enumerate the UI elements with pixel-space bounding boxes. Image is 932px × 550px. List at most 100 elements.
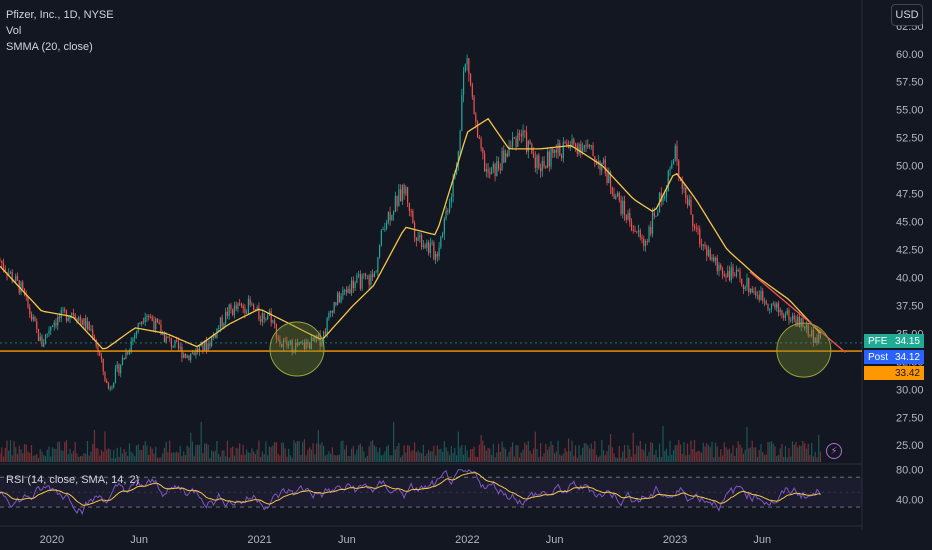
candle-body xyxy=(265,318,267,320)
volume-bar xyxy=(149,446,152,462)
candle-body xyxy=(286,341,288,346)
rsi-tick-label: 40.00 xyxy=(896,495,924,507)
volume-bar xyxy=(513,456,515,462)
volume-bar xyxy=(741,447,743,462)
candle-body xyxy=(707,249,710,256)
candle-body xyxy=(361,274,363,289)
candle-body xyxy=(630,222,633,231)
candle-body xyxy=(504,153,507,163)
volume-bar xyxy=(102,451,104,462)
volume-bar xyxy=(627,444,629,462)
candle-body xyxy=(377,257,379,272)
candle-body xyxy=(811,329,813,336)
volume-bar xyxy=(121,453,124,462)
candle-body xyxy=(574,143,577,146)
candle-body xyxy=(790,320,792,321)
candle-body xyxy=(578,143,580,154)
candle-body xyxy=(114,368,117,383)
pfe-badge-label: PFE xyxy=(868,335,888,347)
volume-bar xyxy=(688,454,690,462)
volume-label: Vol xyxy=(6,25,22,37)
candle-body xyxy=(310,337,312,350)
volume-bar xyxy=(58,441,61,462)
candle-body xyxy=(125,352,127,359)
volume-bar xyxy=(239,443,241,462)
volume-bar xyxy=(469,449,472,462)
candle-body xyxy=(41,336,43,347)
volume-bar xyxy=(436,445,438,462)
candle-body xyxy=(51,326,54,328)
volume-bar xyxy=(338,454,340,462)
currency-button[interactable]: USD xyxy=(891,4,923,26)
candle-body xyxy=(8,273,10,276)
candle-body xyxy=(541,160,543,172)
price-tick-label: 27.50 xyxy=(896,412,924,424)
candle-body xyxy=(174,340,176,347)
volume-bar xyxy=(123,449,125,462)
candle-body xyxy=(247,299,250,314)
volume-bar xyxy=(599,455,601,462)
lightning-icon[interactable]: ⚡ xyxy=(826,443,842,459)
volume-bar xyxy=(351,448,353,462)
candle-body xyxy=(191,352,194,354)
candle-body xyxy=(225,311,227,324)
volume-bar xyxy=(508,451,510,462)
candle-body xyxy=(251,304,253,306)
highlight-circle xyxy=(269,321,325,377)
candle-body xyxy=(305,341,307,349)
candle-body xyxy=(602,159,605,163)
volume-bar xyxy=(648,451,650,462)
volume-bar xyxy=(226,440,229,462)
candle-body xyxy=(405,187,407,194)
volume-bar xyxy=(482,440,484,462)
candle-body xyxy=(398,189,400,207)
candle-body xyxy=(134,334,136,339)
candle-body xyxy=(391,214,393,221)
candle-body xyxy=(508,146,510,157)
candle-body xyxy=(11,272,13,282)
volume-bar xyxy=(233,455,236,462)
volume-bar xyxy=(190,432,192,462)
volume-bar xyxy=(434,455,437,462)
candle-body xyxy=(753,291,755,293)
candle-body xyxy=(184,353,187,358)
candle-body xyxy=(36,321,38,329)
candle-body xyxy=(228,304,230,316)
volume-bar xyxy=(358,445,360,462)
volume-bar xyxy=(574,445,577,462)
volume-bar xyxy=(356,449,358,462)
volume-bar xyxy=(721,455,724,462)
candle-body xyxy=(445,210,447,219)
volume-bar xyxy=(352,446,354,462)
candle-body xyxy=(616,192,619,197)
rsi-tick-label: 80.00 xyxy=(896,465,924,477)
candle-body xyxy=(172,346,174,348)
candle-body xyxy=(165,336,167,343)
volume-bar xyxy=(587,445,589,462)
volume-bar xyxy=(389,455,391,462)
volume-bar xyxy=(387,445,389,462)
candle-body xyxy=(727,270,729,277)
volume-bar xyxy=(466,450,468,462)
volume-bar xyxy=(191,441,194,462)
smma-line xyxy=(0,117,821,350)
candle-body xyxy=(328,312,330,319)
candle-body xyxy=(427,242,430,254)
volume-bar xyxy=(323,446,325,462)
price-tick-label: 52.50 xyxy=(896,133,924,145)
candle-body xyxy=(197,348,199,352)
candle-body xyxy=(665,190,668,197)
volume-bar xyxy=(816,457,818,462)
volume-bar xyxy=(763,454,766,462)
candle-body xyxy=(713,257,715,261)
candle-body xyxy=(188,355,190,361)
volume-bar xyxy=(302,442,304,462)
candle-body xyxy=(732,267,734,276)
volume-bar xyxy=(67,454,69,462)
volume-bar xyxy=(354,454,356,462)
volume-bar xyxy=(316,443,318,462)
volume-bar xyxy=(770,441,773,462)
candle-body xyxy=(62,309,64,311)
candle-body xyxy=(307,341,309,344)
